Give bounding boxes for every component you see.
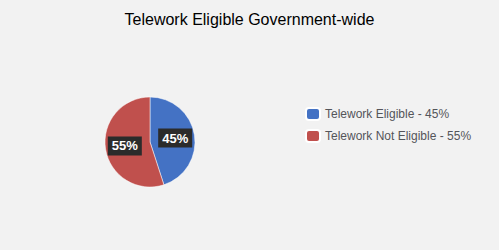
- svg-text:Telework Not Eligible - 55%: Telework Not Eligible - 55%: [325, 129, 471, 143]
- svg-text:Telework Eligible - 45%: Telework Eligible - 45%: [325, 107, 449, 121]
- svg-text:Telework Eligible Government-w: Telework Eligible Government-wide: [125, 11, 375, 28]
- svg-text:45%: 45%: [162, 131, 188, 146]
- svg-text:55%: 55%: [112, 138, 138, 153]
